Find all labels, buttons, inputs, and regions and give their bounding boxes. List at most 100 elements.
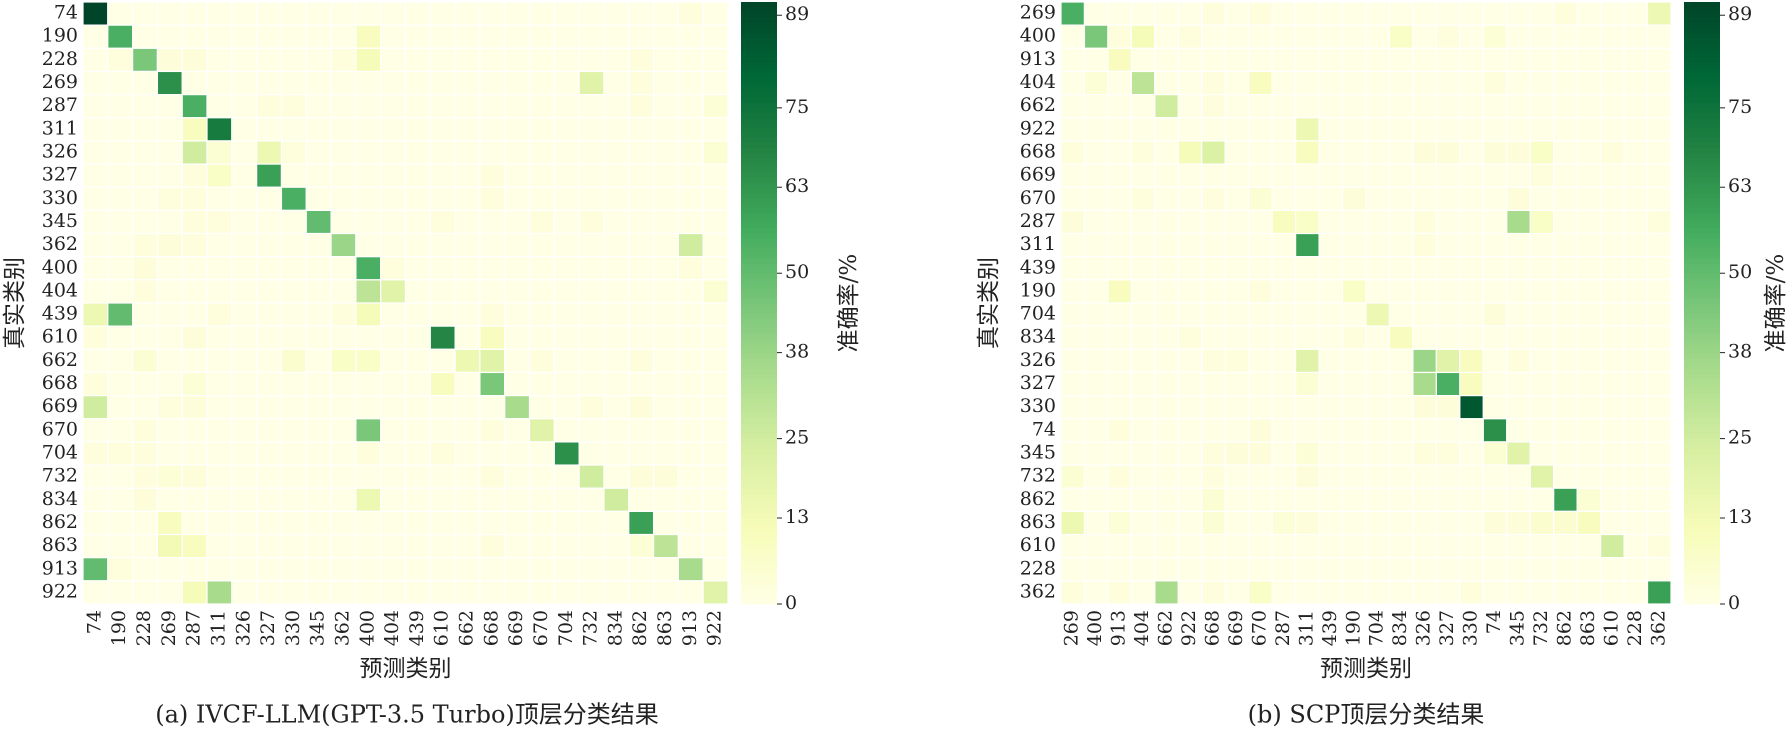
heatmap-cell [1506, 1, 1531, 26]
heatmap-cell [1600, 487, 1625, 512]
heatmap-cell [305, 487, 332, 512]
heatmap-cell [1130, 464, 1156, 489]
colorbar-segment [741, 303, 777, 309]
heatmap-cell [305, 464, 332, 489]
heatmap-cell [1600, 510, 1625, 536]
heatmap-cell [702, 533, 729, 559]
heatmap-cell [1506, 580, 1531, 605]
heatmap-cell [1107, 395, 1132, 420]
heatmap-cell [404, 441, 431, 466]
colorbar-segment [1684, 222, 1720, 229]
heatmap-cell [1271, 256, 1297, 281]
y-tick-label: 362 [42, 233, 78, 255]
heatmap-cell [355, 186, 382, 211]
y-tick-label: 330 [1020, 395, 1056, 417]
heatmap-cell [1107, 533, 1132, 559]
heatmap-cell [479, 117, 506, 142]
heatmap-cell [330, 1, 357, 26]
heatmap-cell [628, 487, 655, 512]
heatmap-cell [1365, 232, 1391, 258]
heatmap-cell [1388, 441, 1414, 466]
heatmap-cell [454, 371, 481, 397]
heatmap-cell [652, 24, 679, 49]
y-tick-label: 362 [1020, 580, 1056, 602]
heatmap-cell [380, 47, 407, 73]
colorbar-segment [741, 498, 777, 505]
heatmap-cell [231, 302, 258, 327]
x-tick-label: 228 [1624, 610, 1646, 646]
colorbar-segment [1684, 287, 1720, 294]
colorbar-segment [741, 207, 777, 214]
colorbar-segment [741, 77, 777, 83]
heatmap-cell [1388, 418, 1414, 443]
heatmap-cell [578, 557, 605, 582]
heatmap-cell [1553, 94, 1578, 119]
colorbar-segment [741, 388, 777, 394]
heatmap-cell [181, 418, 208, 443]
heatmap-cell [578, 256, 605, 281]
heatmap-cell [107, 1, 134, 26]
heatmap-cell [1295, 487, 1320, 512]
heatmap-cell [231, 533, 258, 559]
heatmap-cell [1482, 395, 1508, 420]
colorbar-segment [741, 513, 777, 520]
heatmap-cell [1529, 70, 1555, 96]
colorbar-segment [1684, 348, 1720, 354]
y-tick-label: 269 [1020, 2, 1056, 24]
heatmap-cell [1623, 441, 1649, 466]
heatmap-cell [1130, 418, 1156, 443]
heatmap-cell [156, 487, 183, 512]
heatmap-cell [603, 186, 630, 211]
heatmap-cell [1435, 371, 1461, 397]
y-tick-label: 834 [1020, 326, 1056, 348]
heatmap-cell [528, 186, 555, 211]
heatmap-cell [1388, 557, 1414, 582]
heatmap-cell [1435, 232, 1461, 258]
heatmap-cell [1412, 1, 1437, 26]
heatmap-cell [1435, 24, 1461, 49]
colorbar-segment [741, 373, 777, 379]
heatmap-cell [132, 70, 159, 96]
heatmap-cell [1224, 580, 1250, 605]
heatmap-cell [355, 302, 382, 327]
heatmap-cell [528, 117, 555, 142]
heatmap-cell [404, 209, 431, 235]
heatmap-cell [1083, 70, 1109, 96]
colorbar-segment [741, 192, 777, 199]
colorbar-segment [741, 308, 777, 314]
heatmap-cell [1295, 580, 1320, 605]
colorbar-segment [741, 282, 777, 289]
heatmap-cell [1365, 510, 1391, 536]
heatmap-cell [1107, 510, 1132, 536]
heatmap-cell [479, 140, 506, 165]
heatmap-cell [1459, 348, 1484, 374]
heatmap-cell [578, 140, 605, 165]
heatmap-cell [1576, 1, 1602, 26]
y-tick-label: 287 [1020, 210, 1056, 232]
colorbar-segment [741, 468, 777, 475]
heatmap-cell [1529, 371, 1555, 397]
heatmap-cell [280, 510, 307, 536]
heatmap-cell [1295, 256, 1320, 281]
heatmap-cell [1341, 580, 1367, 605]
heatmap-cell [1412, 232, 1437, 258]
colorbar-segment [741, 292, 777, 299]
heatmap-cell [1107, 441, 1132, 466]
heatmap-cell [1388, 140, 1414, 165]
heatmap-cell [280, 371, 307, 397]
heatmap-cell [1623, 279, 1649, 304]
heatmap-cell [256, 302, 283, 327]
heatmap-cell [1060, 256, 1086, 281]
heatmap-cell [181, 232, 208, 258]
heatmap-cell [156, 325, 183, 350]
y-tick-label: 662 [1020, 94, 1056, 116]
heatmap-cell [1154, 140, 1179, 165]
x-tick-label: 610 [431, 610, 453, 646]
heatmap-cell [132, 418, 159, 443]
heatmap-cell [181, 371, 208, 397]
colorbar-segment [1684, 202, 1720, 209]
colorbar-segment [1684, 563, 1720, 570]
heatmap-cell [1529, 209, 1555, 235]
heatmap-cell [1459, 557, 1484, 582]
y-tick-label: 922 [1020, 117, 1056, 139]
